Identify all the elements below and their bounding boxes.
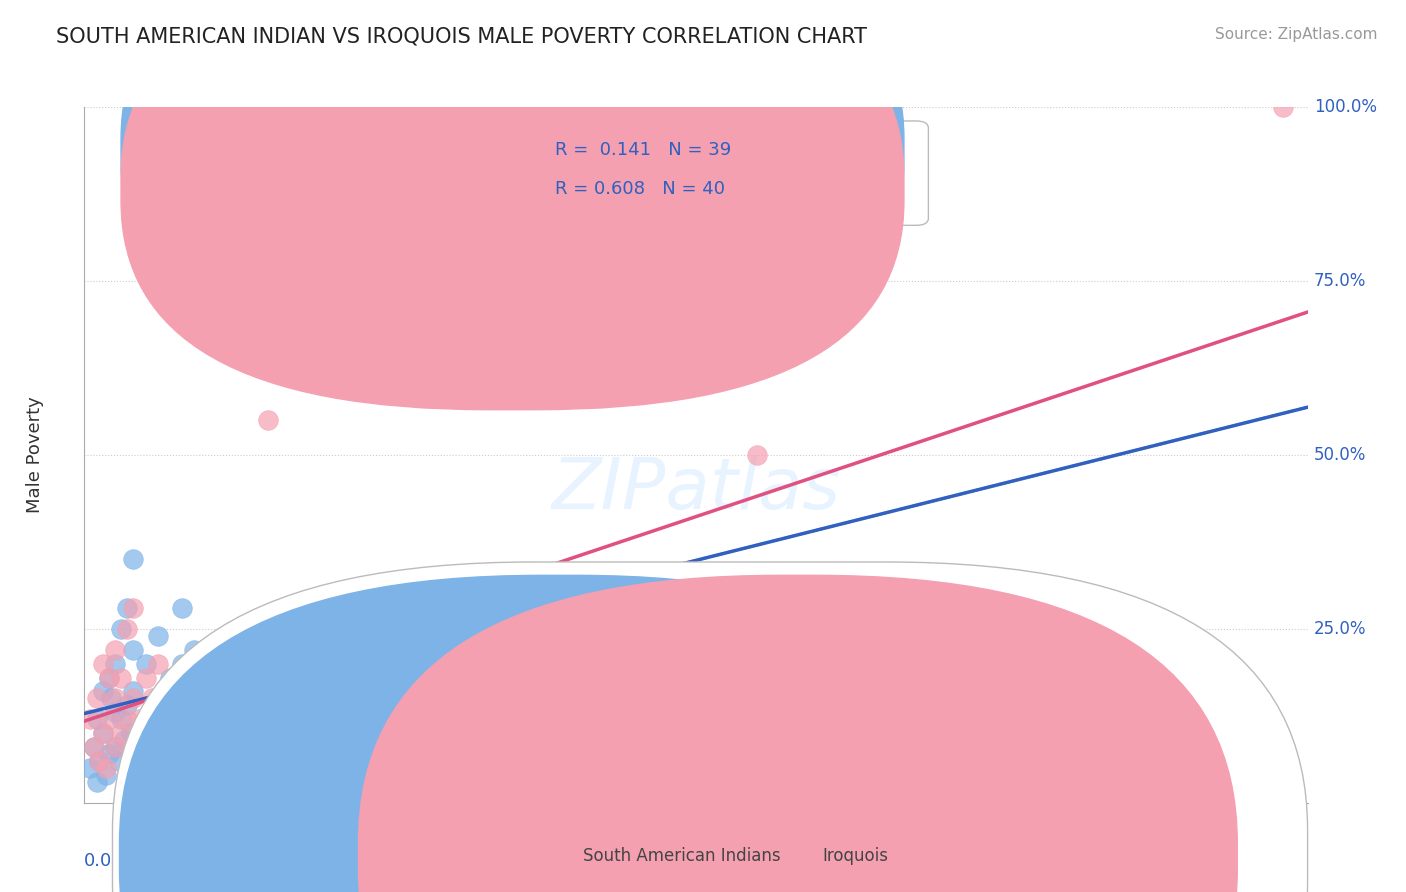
Point <box>135 657 157 671</box>
Point <box>100 691 122 706</box>
Point <box>97 671 120 685</box>
Point <box>135 671 157 685</box>
Point <box>172 601 194 615</box>
Point <box>122 642 145 657</box>
Point <box>115 712 138 726</box>
Text: 0.0%: 0.0% <box>84 852 129 870</box>
Point <box>104 691 127 706</box>
Point <box>79 761 101 775</box>
Point <box>96 761 118 775</box>
Point <box>380 726 402 740</box>
FancyBboxPatch shape <box>121 0 904 409</box>
Point <box>342 642 364 657</box>
Point <box>104 642 127 657</box>
Point <box>195 657 218 671</box>
Text: 25.0%: 25.0% <box>1313 620 1367 638</box>
Point <box>1272 100 1295 114</box>
Point <box>172 671 194 685</box>
Point <box>104 706 127 720</box>
Point <box>107 754 129 768</box>
Point <box>120 726 142 740</box>
Text: Source: ZipAtlas.com: Source: ZipAtlas.com <box>1215 27 1378 42</box>
Point <box>83 740 105 755</box>
Point <box>110 671 132 685</box>
Point <box>96 768 118 782</box>
Point <box>807 657 830 671</box>
Point <box>159 712 181 726</box>
Point <box>416 691 439 706</box>
Point <box>122 552 145 566</box>
FancyBboxPatch shape <box>464 121 928 226</box>
Text: ZIPatlas: ZIPatlas <box>551 455 841 524</box>
FancyBboxPatch shape <box>121 0 904 371</box>
Point <box>141 712 163 726</box>
Text: South American Indians: South American Indians <box>583 847 782 865</box>
Point <box>159 671 181 685</box>
Point <box>104 657 127 671</box>
Text: R =  0.141   N = 39: R = 0.141 N = 39 <box>555 141 731 159</box>
Point <box>128 712 150 726</box>
Text: Male Poverty: Male Poverty <box>27 397 45 513</box>
Point <box>257 413 280 427</box>
Point <box>91 726 114 740</box>
Point <box>128 740 150 755</box>
Point <box>87 754 110 768</box>
Point <box>380 642 402 657</box>
Point <box>104 740 127 755</box>
Point <box>183 642 205 657</box>
Point <box>115 622 138 636</box>
Text: 100.0%: 100.0% <box>1240 852 1308 870</box>
Point <box>165 691 187 706</box>
Point <box>115 601 138 615</box>
Point <box>172 657 194 671</box>
Point <box>318 649 340 664</box>
Text: R = 0.608   N = 40: R = 0.608 N = 40 <box>555 180 725 198</box>
Point <box>685 671 707 685</box>
Point <box>86 691 108 706</box>
Point <box>122 601 145 615</box>
Point <box>91 684 114 698</box>
Text: Iroquois: Iroquois <box>823 847 889 865</box>
Point <box>141 691 163 706</box>
Point <box>87 754 110 768</box>
Point <box>79 712 101 726</box>
Point <box>120 740 142 755</box>
Point <box>219 657 242 671</box>
Point <box>86 775 108 789</box>
Point <box>219 726 242 740</box>
Point <box>104 740 127 755</box>
Point <box>115 698 138 713</box>
Point <box>110 726 132 740</box>
Point <box>122 691 145 706</box>
Point <box>97 747 120 761</box>
Point <box>110 712 132 726</box>
Point <box>146 657 169 671</box>
Point <box>195 691 218 706</box>
Point <box>86 712 108 726</box>
Point <box>146 629 169 643</box>
Point <box>122 684 145 698</box>
Point <box>112 733 135 747</box>
Text: SOUTH AMERICAN INDIAN VS IROQUOIS MALE POVERTY CORRELATION CHART: SOUTH AMERICAN INDIAN VS IROQUOIS MALE P… <box>56 27 868 46</box>
Text: 100.0%: 100.0% <box>1313 98 1376 116</box>
Text: 50.0%: 50.0% <box>1313 446 1367 464</box>
Point <box>747 448 769 462</box>
Text: 75.0%: 75.0% <box>1313 272 1367 290</box>
Point <box>318 622 340 636</box>
Point <box>91 657 114 671</box>
Point <box>342 642 364 657</box>
Point <box>183 657 205 671</box>
Point <box>110 622 132 636</box>
Point <box>440 601 463 615</box>
Point <box>97 712 120 726</box>
Point <box>294 671 316 685</box>
Point <box>97 671 120 685</box>
Point <box>83 740 105 755</box>
Point <box>416 657 439 671</box>
Point <box>501 622 523 636</box>
Point <box>91 726 114 740</box>
